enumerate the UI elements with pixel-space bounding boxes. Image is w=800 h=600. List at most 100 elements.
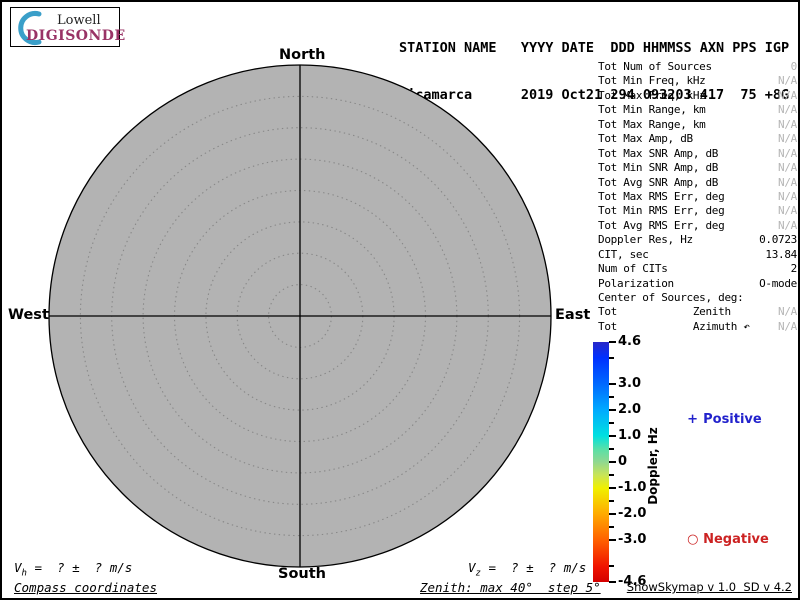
stats-row: Tot Min SNR Amp, dB N/A [598,161,797,175]
stats-row: Tot Max Freq, kHz N/A [598,89,797,103]
logo-text-digisonde: DIGISONDE [26,28,126,44]
positive-marker-icon: + [687,412,699,427]
stats-label: Tot Max RMS Err, deg [598,189,725,203]
zenith-scale-note: Zenith: max 40° step 5° [420,580,601,595]
colorbar-minor-tick [609,447,614,450]
logo-text-lowell: Lowell [57,13,101,28]
stats-value: O-mode [759,276,797,290]
colorbar-tick-label: -2.0 [618,506,647,522]
legend-negative-label: Negative [703,532,769,547]
stats-label: Tot Min RMS Err, deg [598,204,725,218]
colorbar-minor-tick [609,526,614,529]
vh-symbol: V [14,560,22,575]
legend-negative: ○ Negative [669,517,769,562]
stats-row: Doppler Res, Hz 0.0723 [598,233,797,247]
colorbar-tick-label: -4.6 [618,574,647,589]
colorbar-major-tick [609,408,616,411]
stats-label: Tot Max Freq, kHz [598,88,706,102]
colorbar-tick-label: -1.0 [618,480,647,496]
colorbar-tick-label: 4.6 [618,334,642,349]
colorbar-tick-label: -3.0 [618,532,647,548]
legend-positive: + Positive [669,397,762,442]
stats-value: N/A [778,117,797,131]
software-version-credit: ShowSkymap v 1.0 SD v 4.2 [626,580,792,594]
stats-value: N/A [778,189,797,203]
colorbar-tick-label: 0 [618,454,628,469]
colorbar-major-tick [609,434,616,437]
colorbar-tick-label: 1.0 [618,427,642,443]
stats-row: Tot Min Freq, kHz N/A [598,74,797,88]
stats-label: Center of Sources, deg: [598,291,744,304]
stats-row: Num of CITs 2 [598,262,797,276]
vh-subscript: h [21,568,27,579]
stats-value: N/A [778,161,797,175]
stats-value: 2 [790,262,798,276]
colorbar-minor-tick [609,565,614,568]
colorbar-major-tick [609,461,616,463]
stats-row: Tot Max Range, km N/A [598,118,797,132]
colorbar-minor-tick [609,500,614,503]
stats-label: Tot Min SNR Amp, dB [598,161,719,175]
vz-subscript: z [475,568,481,579]
doppler-colorbar: 4.6 3.0 2.0 1.0 0 -1.0 -2.0 -3.0 -4.6 [593,335,713,589]
stats-row: Tot Avg RMS Err, deg N/A [598,219,797,233]
colorbar-gradient [593,342,609,582]
stats-label: Tot Avg SNR Amp, dB [598,175,719,189]
stats-row: Tot Azimuth ↶ N/A [598,320,797,334]
legend-positive-label: Positive [703,412,762,427]
stats-row: Tot Max Amp, dB N/A [598,132,797,146]
stats-row: Tot Max RMS Err, deg N/A [598,190,797,204]
stats-label: Tot Num of Sources [598,60,712,73]
stats-label: Tot Min Range, km [598,103,706,117]
stats-value: N/A [778,74,797,88]
stats-label: Tot Azimuth ↶ [598,319,750,333]
stats-label: Tot Max SNR Amp, dB [598,146,719,160]
compass-label-east: East [555,307,591,323]
stats-label: Doppler Res, Hz [598,233,693,247]
stats-label: Polarization [598,276,674,290]
stats-value: 0.0723 [759,233,797,247]
stats-row: CIT, sec 13.84 [598,248,797,262]
stats-value: N/A [778,175,797,189]
stats-label: CIT, sec [598,247,649,261]
station-header: STATION NAME YYYY DATE DDD HHMMSS AXN PP… [399,10,789,134]
stats-label: Tot Max Range, km [598,117,706,131]
station-header-labels: STATION NAME YYYY DATE DDD HHMMSS AXN PP… [399,40,790,56]
stats-row: Tot Min Range, km N/A [598,103,797,117]
coordinate-system-note: Compass coordinates [14,580,157,595]
vertical-velocity-readout: Vz = ? ± ? m/s [468,560,586,579]
stats-label: Num of CITs [598,262,668,276]
colorbar-minor-tick [609,356,614,359]
colorbar-minor-tick [609,421,614,424]
stats-row: Polarization O-mode [598,277,797,291]
colorbar-major-tick [609,341,616,343]
stats-value: 0 [790,60,798,73]
stats-value: N/A [778,146,797,160]
colorbar-major-tick [609,581,616,583]
compass-label-south: South [278,566,326,582]
stats-value: N/A [778,218,797,232]
negative-marker-icon: ○ [687,532,699,547]
colorbar-axis-title: Doppler, Hz [646,427,660,505]
digisonde-logo: Lowell DIGISONDE [10,7,125,47]
colorbar-major-tick [609,539,616,542]
stats-row: Tot Zenith N/A [598,305,797,319]
stats-value: N/A [778,88,797,102]
stats-row: Center of Sources, deg: [598,291,797,305]
stats-value: N/A [778,305,797,319]
stats-row: Tot Num of Sources 0 [598,60,797,74]
statistics-table: Tot Num of Sources 0 Tot Min Freq, kHz N/A T… [598,60,797,334]
colorbar-tick-label: 2.0 [618,401,642,417]
crescent-icon [18,11,42,45]
colorbar-major-tick [609,487,616,490]
stats-value: N/A [778,319,797,333]
stats-label: Tot Zenith [598,305,731,319]
stats-value: N/A [778,132,797,146]
colorbar-minor-tick [609,395,614,398]
stats-value: N/A [778,103,797,117]
stats-row: Tot Max SNR Amp, dB N/A [598,147,797,161]
stats-label: Tot Min Freq, kHz [598,74,706,88]
horizontal-velocity-readout: Vh = ? ± ? m/s [14,560,132,579]
